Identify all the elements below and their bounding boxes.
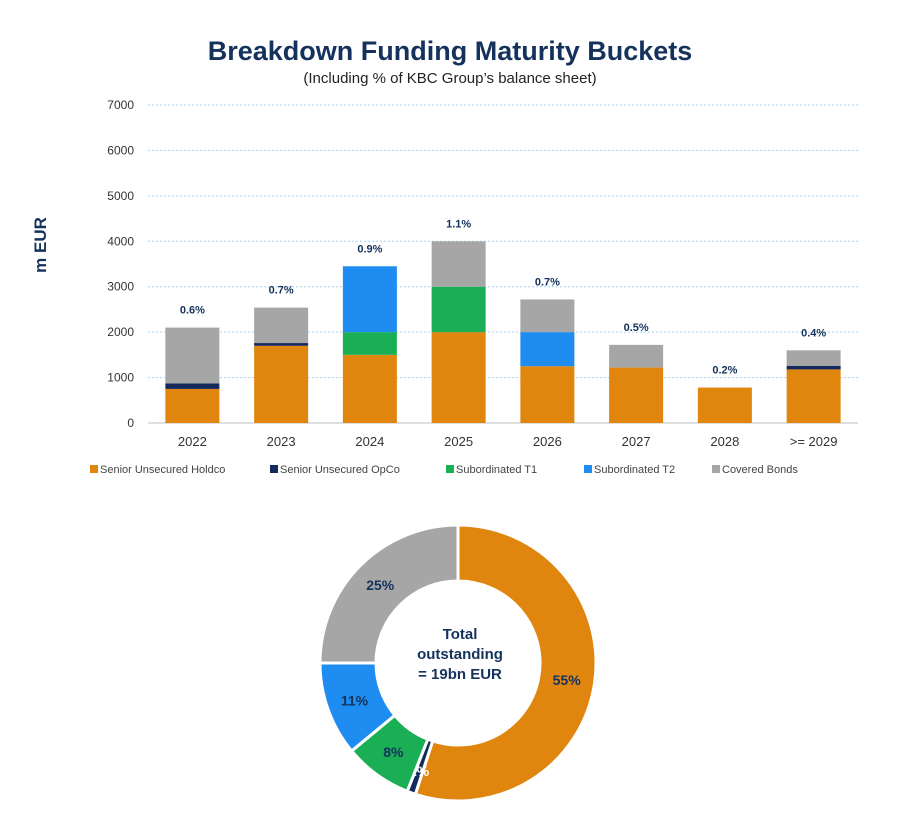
bar-2026-covered-bonds <box>520 299 575 333</box>
donut-center-line-2: outstanding <box>417 646 503 663</box>
x-tick-2: 2024 <box>355 434 384 449</box>
bar-2023-covered-bonds <box>254 307 309 344</box>
bar-2029-senior-unsecured-opco <box>786 365 841 370</box>
legend-swatch-3 <box>584 465 592 473</box>
chart-title: Breakdown Funding Maturity Buckets <box>207 36 693 66</box>
y-tick-1000: 1000 <box>107 371 134 385</box>
x-tick-3: 2025 <box>444 434 473 449</box>
bar-2029-senior-unsecured-holdco <box>786 369 841 423</box>
bar-top-label-2: 0.9% <box>357 243 382 255</box>
bar-2028-senior-unsecured-holdco <box>697 387 752 423</box>
y-tick-3000: 3000 <box>107 280 134 294</box>
donut-label-3: 11% <box>341 692 369 708</box>
y-tick-2000: 2000 <box>107 325 134 339</box>
legend-swatch-2 <box>446 465 454 473</box>
donut-center-text: Total outstanding = 19bn EUR <box>385 625 535 685</box>
bar-2022-covered-bonds <box>165 327 220 384</box>
bar-2023-senior-unsecured-opco <box>254 343 309 346</box>
legend-swatch-4 <box>712 465 720 473</box>
bar-top-label-5: 0.5% <box>624 322 649 334</box>
y-tick-6000: 6000 <box>107 143 134 157</box>
x-tick-5: 2027 <box>622 434 651 449</box>
bar-2027-covered-bonds <box>609 344 664 368</box>
bar-2025-covered-bonds <box>431 241 486 287</box>
x-tick-0: 2022 <box>178 434 207 449</box>
x-tick-6: 2028 <box>710 434 739 449</box>
legend-label-3: Subordinated T2 <box>594 464 675 476</box>
chart-subtitle: (Including % of KBC Group’s balance shee… <box>303 70 597 87</box>
donut-slice-senior-unsecured-holdco <box>413 523 598 803</box>
bar-top-label-0: 0.6% <box>180 305 205 317</box>
legend-label-0: Senior Unsecured Holdco <box>100 464 225 476</box>
bar-2022-senior-unsecured-opco <box>165 383 220 389</box>
bar-2026-senior-unsecured-holdco <box>520 366 575 423</box>
bar-top-label-3: 1.1% <box>446 218 471 230</box>
x-tick-1: 2023 <box>267 434 296 449</box>
bar-2023-senior-unsecured-holdco <box>254 345 309 423</box>
x-tick-4: 2026 <box>533 434 562 449</box>
y-axis-label: m EUR <box>31 217 50 273</box>
legend-label-2: Subordinated T1 <box>456 464 537 476</box>
bar-top-label-1: 0.7% <box>269 285 294 297</box>
donut-slice-covered-bonds <box>318 523 460 665</box>
y-tick-5000: 5000 <box>107 189 134 203</box>
legend-swatch-0 <box>90 465 98 473</box>
x-tick-7: >= 2029 <box>790 434 838 449</box>
donut-center-line-1: Total <box>442 626 478 643</box>
y-tick-4000: 4000 <box>107 234 134 248</box>
bar-2029-covered-bonds <box>786 350 841 366</box>
y-tick-7000: 7000 <box>107 98 134 112</box>
legend-label-4: Covered Bonds <box>722 464 798 476</box>
bar-2025-subordinated-t1 <box>431 286 486 333</box>
bar-top-label-7: 0.4% <box>801 327 826 339</box>
bar-2024-subordinated-t2 <box>342 266 397 333</box>
y-tick-0: 0 <box>127 416 134 430</box>
bar-2025-senior-unsecured-holdco <box>431 332 486 423</box>
donut-label-0: 55% <box>553 672 582 688</box>
donut-center-line-3: = 19bn EUR <box>418 666 502 683</box>
bar-2027-senior-unsecured-holdco <box>609 367 664 423</box>
legend-swatch-1 <box>270 465 278 473</box>
donut-label-4: 25% <box>366 577 395 593</box>
bar-top-label-4: 0.7% <box>535 276 560 288</box>
donut-label-2: 8% <box>383 744 404 760</box>
bar-2022-senior-unsecured-holdco <box>165 388 220 423</box>
bar-top-label-6: 0.2% <box>712 365 737 377</box>
legend-label-1: Senior Unsecured OpCo <box>280 464 400 476</box>
bar-2024-senior-unsecured-holdco <box>342 354 397 423</box>
bar-2024-subordinated-t1 <box>342 332 397 355</box>
bar-2026-subordinated-t2 <box>520 332 575 367</box>
